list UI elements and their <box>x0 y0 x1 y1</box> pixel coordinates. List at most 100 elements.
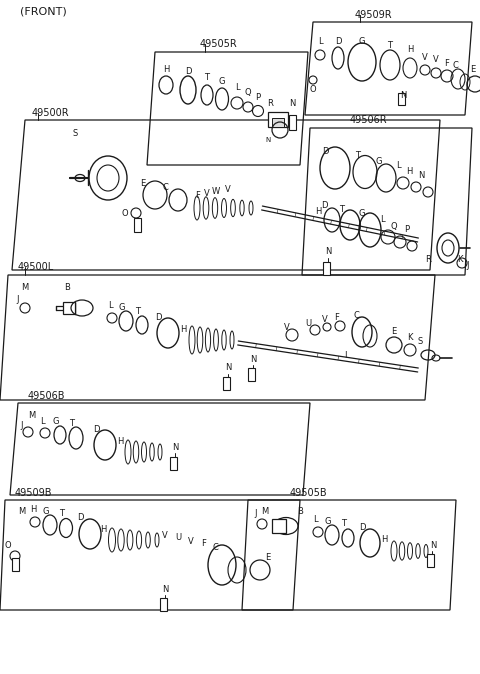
Text: F: F <box>444 59 449 67</box>
Text: C: C <box>353 311 359 319</box>
Text: N: N <box>265 137 271 143</box>
Bar <box>427 554 434 567</box>
Text: P: P <box>255 92 261 102</box>
Text: D: D <box>359 524 365 532</box>
Text: G: G <box>359 38 365 47</box>
Text: 49505R: 49505R <box>200 39 238 49</box>
Text: J: J <box>21 421 23 429</box>
Text: Q: Q <box>245 88 252 98</box>
Text: N: N <box>225 363 231 373</box>
Text: G: G <box>219 78 225 86</box>
Bar <box>398 93 405 105</box>
Text: N: N <box>250 355 256 365</box>
Text: H: H <box>381 536 387 545</box>
Text: 49505B: 49505B <box>290 488 328 498</box>
Text: E: E <box>391 328 396 336</box>
Text: H: H <box>30 506 36 514</box>
Text: L: L <box>396 162 400 171</box>
Text: J: J <box>467 260 469 270</box>
Text: 49506B: 49506B <box>28 391 65 401</box>
Bar <box>170 457 177 470</box>
Text: S: S <box>418 338 422 346</box>
Text: E: E <box>265 553 271 561</box>
Bar <box>289 115 296 130</box>
Text: T: T <box>70 419 74 427</box>
Text: G: G <box>376 156 382 166</box>
Text: V: V <box>204 189 210 197</box>
Text: T: T <box>356 150 360 160</box>
Text: N: N <box>325 247 331 257</box>
Text: M: M <box>22 284 29 293</box>
Text: J: J <box>359 220 361 230</box>
Text: M: M <box>18 508 25 516</box>
Text: U: U <box>305 319 311 328</box>
Text: D: D <box>322 148 328 156</box>
Text: U: U <box>175 534 181 543</box>
Text: P: P <box>405 226 409 235</box>
Text: H: H <box>163 65 169 75</box>
Text: L: L <box>40 417 44 425</box>
Text: V: V <box>188 537 194 545</box>
Bar <box>268 112 288 127</box>
Text: V: V <box>284 322 290 332</box>
Text: N: N <box>289 98 295 107</box>
Text: E: E <box>470 65 476 75</box>
Text: T: T <box>387 40 393 49</box>
Text: V: V <box>162 530 168 539</box>
Text: H: H <box>100 526 106 534</box>
Text: O: O <box>5 541 12 551</box>
Text: 49506R: 49506R <box>350 115 388 125</box>
Text: M: M <box>262 508 269 516</box>
Text: G: G <box>359 208 365 218</box>
Text: 49509B: 49509B <box>15 488 52 498</box>
Text: H: H <box>180 326 186 334</box>
Text: N: N <box>400 90 407 100</box>
Text: L: L <box>108 301 112 309</box>
Text: J: J <box>255 510 257 518</box>
Text: N: N <box>172 443 179 452</box>
Text: F: F <box>195 191 201 200</box>
Text: C: C <box>212 543 218 553</box>
Text: D: D <box>321 200 327 210</box>
Text: C: C <box>452 61 458 69</box>
Text: M: M <box>28 410 36 419</box>
Text: N: N <box>418 171 424 181</box>
Text: G: G <box>53 417 59 425</box>
Text: D: D <box>93 425 99 435</box>
Text: 49500L: 49500L <box>18 262 54 272</box>
Text: V: V <box>422 53 428 61</box>
Text: I: I <box>344 350 346 359</box>
Text: B: B <box>297 508 303 516</box>
Bar <box>160 598 167 611</box>
Bar <box>248 368 255 381</box>
Bar <box>12 558 19 571</box>
Bar <box>134 218 141 232</box>
Text: N: N <box>162 586 168 594</box>
Text: H: H <box>407 46 413 55</box>
Text: T: T <box>339 204 345 214</box>
Text: 49500R: 49500R <box>32 108 70 118</box>
Text: G: G <box>43 506 49 516</box>
Text: V: V <box>433 55 439 65</box>
Bar <box>323 262 330 275</box>
Text: N: N <box>430 541 436 549</box>
Text: H: H <box>315 208 321 216</box>
Text: L: L <box>318 38 322 47</box>
Text: Q: Q <box>391 222 397 231</box>
Text: S: S <box>72 129 78 137</box>
Text: R: R <box>267 98 273 107</box>
Text: O: O <box>122 208 128 218</box>
Text: B: B <box>64 284 70 293</box>
Text: T: T <box>204 73 209 82</box>
Text: V: V <box>225 185 231 195</box>
Text: (FRONT): (FRONT) <box>20 7 67 17</box>
Text: F: F <box>335 313 339 322</box>
Bar <box>223 377 230 390</box>
Text: L: L <box>235 84 240 92</box>
Text: T: T <box>60 510 64 518</box>
Bar <box>63 302 75 314</box>
Text: L: L <box>380 216 384 224</box>
Text: K: K <box>407 332 413 342</box>
Text: R: R <box>425 255 431 264</box>
Text: D: D <box>185 67 191 77</box>
